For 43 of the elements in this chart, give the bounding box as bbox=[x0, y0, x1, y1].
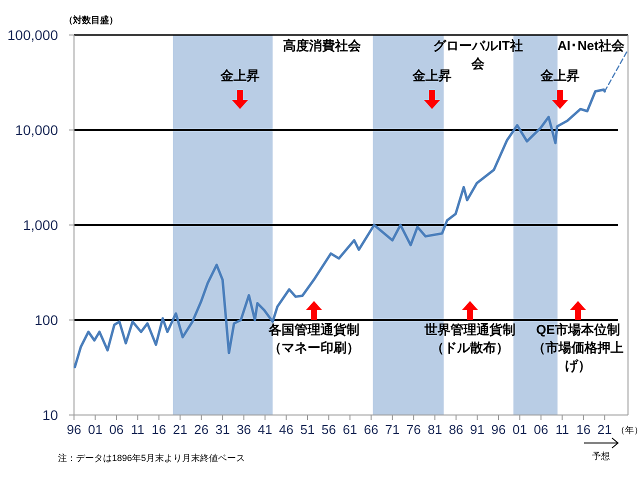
x-tick-label: 01 bbox=[512, 422, 527, 437]
y-tick-label: 100,000 bbox=[7, 27, 58, 43]
x-tick-label: 41 bbox=[258, 422, 272, 437]
x-tick-label: 66 bbox=[364, 422, 378, 437]
annotation: 各国管理通貨制（マネー印刷） bbox=[268, 322, 360, 355]
x-tick-label: 36 bbox=[236, 422, 252, 437]
y-tick-label: 10 bbox=[42, 407, 58, 423]
annotation: 金上昇 bbox=[412, 68, 452, 83]
annotation: 金上昇 bbox=[220, 68, 260, 83]
x-tick-label: 46 bbox=[279, 422, 294, 437]
annotation: 金上昇 bbox=[540, 68, 580, 83]
x-tick-label: 81 bbox=[428, 422, 442, 437]
x-tick-label: 11 bbox=[555, 422, 569, 437]
x-tick-label: 71 bbox=[385, 422, 400, 437]
y-tick-label: 100 bbox=[34, 312, 58, 328]
annotation: QE市場本位制（市場価格押上げ） bbox=[532, 322, 624, 373]
x-tick-label: 16 bbox=[576, 422, 591, 437]
annotation: AI･Net社会 bbox=[558, 38, 626, 53]
x-tick-label: 21 bbox=[172, 422, 188, 437]
x-tick-label: 86 bbox=[448, 422, 464, 437]
x-tick-label: 91 bbox=[470, 422, 485, 437]
annotation: 世界管理通貨制（ドル散布） bbox=[424, 322, 516, 355]
x-tick-label: 96 bbox=[66, 422, 82, 437]
x-tick-label: 96 bbox=[491, 422, 506, 437]
annotation: 高度消費社会 bbox=[283, 38, 362, 53]
y-tick-label: 10,000 bbox=[15, 122, 58, 138]
y-axis-title: （対数目盛） bbox=[64, 15, 118, 25]
x-axis-title: （年） bbox=[616, 425, 640, 435]
x-tick-label: 06 bbox=[534, 422, 548, 437]
y-tick-label: 1,000 bbox=[22, 217, 58, 233]
x-tick-label: 01 bbox=[88, 422, 102, 437]
x-tick-label: 51 bbox=[300, 422, 315, 437]
x-tick-label: 31 bbox=[215, 422, 230, 437]
text: 注：データは1896年5月末より月末終値ベース bbox=[58, 453, 246, 463]
x-tick-label: 56 bbox=[321, 422, 336, 437]
text: 予想 bbox=[592, 451, 610, 461]
x-tick-label: 11 bbox=[130, 422, 144, 437]
x-tick-label: 76 bbox=[406, 422, 421, 437]
x-tick-label: 26 bbox=[194, 422, 209, 437]
x-tick-label: 06 bbox=[109, 422, 124, 437]
x-tick-label: 16 bbox=[152, 422, 166, 437]
x-tick-label: 21 bbox=[597, 422, 612, 437]
x-tick-label: 61 bbox=[342, 422, 358, 437]
